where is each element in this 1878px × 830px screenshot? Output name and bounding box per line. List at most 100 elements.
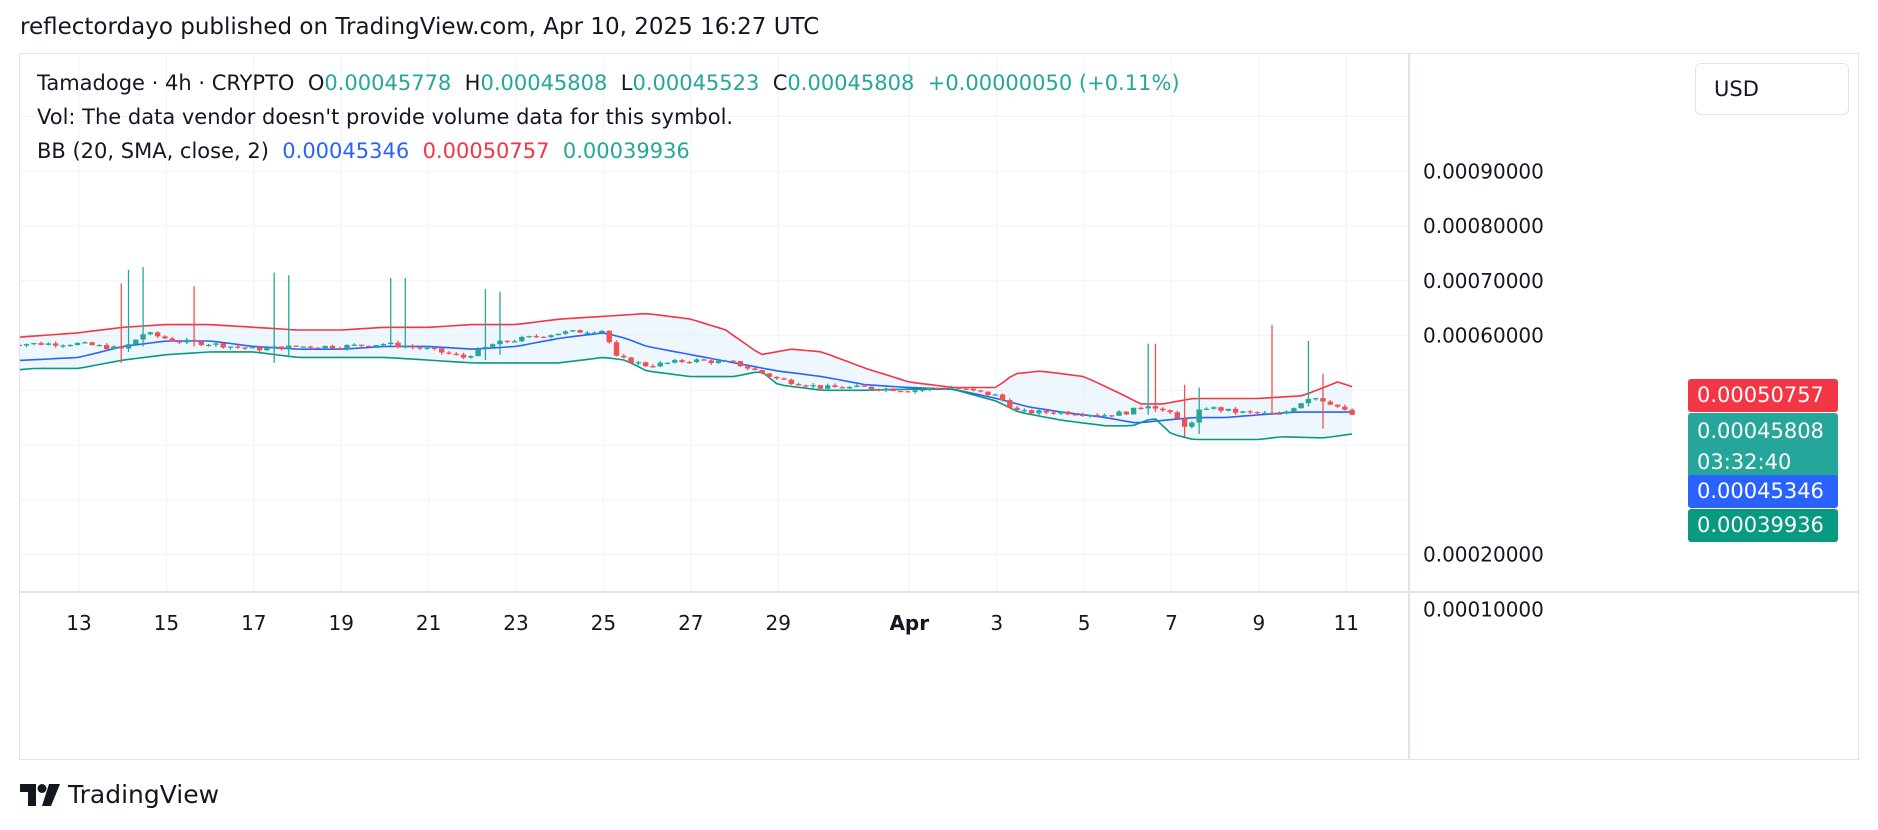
candle-body: [606, 330, 612, 343]
candle-body: [701, 359, 707, 361]
candle-body: [999, 394, 1006, 401]
candle-body: [1087, 414, 1093, 417]
candle-body: [446, 352, 452, 354]
candle-body: [439, 348, 445, 353]
time-tick-label: Apr: [889, 611, 929, 635]
candle-body: [1283, 411, 1290, 414]
change-value: +0.00000050 (+0.11%): [927, 71, 1180, 95]
candle-body: [329, 345, 336, 349]
candle-body: [613, 342, 620, 356]
candle-body: [642, 362, 649, 367]
candle-body: [511, 341, 518, 343]
bollinger-bands: [20, 312, 1353, 441]
candle-body: [1014, 407, 1020, 411]
candle-body: [890, 388, 896, 392]
candle-body: [1043, 410, 1049, 413]
candle-body: [1211, 407, 1217, 409]
candle-body: [854, 385, 860, 387]
candle-body: [1232, 408, 1239, 413]
symbol-title[interactable]: Tamadoge · 4h · CRYPTO: [37, 71, 295, 95]
bb-mid-line: [20, 332, 1353, 424]
candle-body: [286, 345, 292, 350]
grid-lines: [20, 54, 1409, 592]
price-tick-label: 0.00080000: [1423, 214, 1544, 238]
candle-body: [388, 342, 394, 345]
candle-body: [730, 360, 736, 362]
axes: 0.00090000 0.00080000 0.00070000 0.00060000…: [20, 54, 1858, 759]
candle-body: [1313, 398, 1319, 400]
candle-body: [1240, 411, 1246, 413]
time-tick-label: 7: [1165, 611, 1178, 635]
candle-body: [992, 394, 998, 396]
candle-body: [460, 354, 467, 358]
candle-body: [497, 340, 503, 345]
candle-body: [679, 360, 685, 362]
candle-body: [256, 347, 263, 351]
candle-body: [23, 344, 30, 346]
candle-body: [424, 347, 430, 349]
price-chart[interactable]: 0.00090000 0.00080000 0.00070000 0.00060000…: [20, 54, 1859, 760]
candle-body: [307, 346, 314, 348]
candle-body: [1152, 406, 1159, 409]
candle-body: [271, 346, 277, 348]
candle-body: [1021, 410, 1028, 412]
brand-footer[interactable]: TradingView: [20, 780, 219, 809]
close-value: 0.00045808: [787, 71, 915, 95]
candle-body: [956, 387, 962, 389]
bb-upper-badge: 0.00050757: [1688, 379, 1838, 412]
time-tick-label: 23: [503, 611, 528, 635]
candle-body: [67, 345, 73, 347]
candle-body: [1262, 412, 1268, 414]
time-tick-label: 27: [678, 611, 703, 635]
candle-body: [315, 347, 321, 349]
candle-body: [169, 338, 175, 342]
candle-body: [1036, 410, 1042, 414]
candle-body: [548, 335, 554, 338]
candle-body: [468, 356, 474, 358]
bb-label: BB (20, SMA, close, 2): [37, 139, 269, 163]
time-tick-label: 19: [328, 611, 353, 635]
candle-body: [1320, 398, 1326, 402]
candle-body: [774, 376, 780, 379]
candle-body: [431, 347, 438, 349]
bb-legend[interactable]: BB (20, SMA, close, 2) 0.00045346 0.0005…: [37, 139, 690, 163]
candle-body: [1254, 412, 1261, 414]
candle-body: [20, 344, 22, 347]
price-tick-label: 0.00010000: [1423, 597, 1544, 621]
volume-note: Vol: The data vendor doesn't provide vol…: [37, 105, 734, 129]
candle-body: [140, 334, 146, 340]
candle-body: [737, 361, 744, 367]
candle-body: [453, 353, 459, 355]
candle-body: [1189, 422, 1195, 427]
candle-body: [934, 388, 940, 390]
candle-body: [1116, 411, 1122, 416]
candle-body: [1291, 408, 1297, 412]
candle-body: [723, 360, 729, 362]
candle-body: [60, 345, 66, 347]
low-value: 0.00045523: [632, 71, 760, 95]
candle-body: [1305, 399, 1312, 404]
candle-body: [803, 385, 809, 387]
time-tick-label: 3: [990, 611, 1003, 635]
candle-body: [526, 336, 532, 338]
candle-body: [599, 330, 605, 333]
candle-body: [970, 388, 977, 391]
candle-body: [1203, 408, 1210, 410]
candle-body: [489, 344, 496, 347]
chart-panel[interactable]: 0.00090000 0.00080000 0.00070000 0.00060000…: [19, 53, 1859, 760]
candle-body: [1218, 407, 1224, 411]
candle-body: [635, 362, 642, 364]
candle-body: [795, 383, 802, 386]
candle-body: [38, 343, 44, 345]
candle-body: [905, 391, 911, 393]
time-tick-label: 13: [66, 611, 91, 635]
candle-body: [82, 342, 88, 344]
candle-body: [1072, 414, 1079, 416]
candle-body: [176, 341, 183, 343]
candle-body: [344, 345, 350, 349]
candle-body: [672, 360, 678, 363]
currency-button[interactable]: USD: [1695, 63, 1849, 115]
candle-body: [337, 348, 343, 350]
high-value: 0.00045808: [480, 71, 608, 95]
price-tick-label: 0.00020000: [1423, 543, 1544, 567]
